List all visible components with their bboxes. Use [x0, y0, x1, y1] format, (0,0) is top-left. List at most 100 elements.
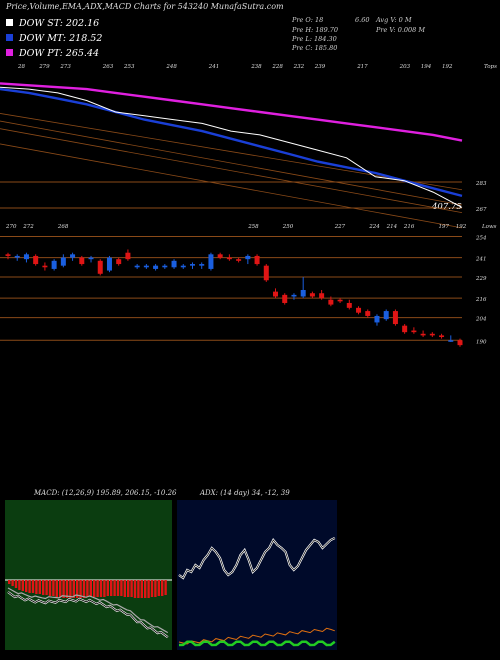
candle-body: [153, 265, 159, 269]
macd-histogram-bar: [25, 580, 28, 592]
macd-histogram-bar: [8, 580, 11, 584]
macd-histogram-bar: [103, 580, 106, 597]
macd-histogram-bar: [65, 580, 69, 598]
legend-swatch: [6, 19, 13, 26]
adx-plus-di-line: [178, 640, 336, 647]
legend-label: DOW PT: 265.44: [19, 48, 100, 59]
candle-body: [134, 265, 140, 268]
stat-pre-volume: Pre V: 0.008 M: [376, 26, 426, 34]
macd-histogram-bar: [28, 580, 31, 593]
macd-histogram-bar: [123, 580, 126, 597]
envelope-line: [0, 120, 463, 206]
candle: [189, 262, 195, 269]
candle-body: [337, 299, 343, 302]
stat-value: 6.60: [355, 16, 370, 24]
candle: [346, 299, 352, 310]
candle-body: [189, 264, 195, 266]
candle-body: [14, 255, 20, 258]
candle: [263, 264, 269, 282]
macd-histogram-bar: [127, 580, 130, 597]
tick-label: 238: [250, 64, 262, 70]
macd-label: MACD: (12,26,9) 195.89, 206.15, -10.26: [34, 489, 177, 497]
candle-body: [365, 311, 371, 316]
candle-body: [420, 333, 426, 336]
tick-label: 248: [165, 64, 177, 70]
candle: [162, 264, 168, 269]
legend-label: DOW MT: 218.52: [19, 33, 103, 44]
adx-minus-di-line: [178, 627, 335, 645]
candle: [42, 262, 48, 271]
candle-body: [51, 260, 57, 269]
macd-histogram-bar: [164, 580, 167, 595]
candle: [116, 257, 122, 266]
macd-histogram-bar: [120, 580, 123, 596]
candle: [60, 254, 66, 268]
macd-histogram-bar: [69, 580, 72, 598]
macd-histogram-bar: [62, 580, 65, 598]
envelope-line: [0, 128, 463, 214]
candle-body: [291, 294, 297, 297]
candle-body: [392, 311, 398, 325]
candle-body: [411, 330, 417, 333]
axis-tick-label: 229: [475, 276, 487, 282]
tick-label: 258: [247, 224, 259, 230]
candle-body: [79, 257, 85, 265]
macd-histogram-bar: [76, 580, 79, 598]
candle: [254, 254, 260, 266]
candle-body: [116, 259, 122, 265]
candle: [97, 259, 103, 276]
candle: [153, 264, 159, 271]
macd-histogram-bar: [86, 580, 89, 597]
candle: [392, 309, 398, 326]
tick-label: 232: [293, 64, 305, 70]
tick-label: 224: [368, 224, 380, 230]
tick-label: 216: [403, 224, 415, 230]
candle-body: [60, 257, 66, 266]
tick-label: 227: [334, 224, 346, 230]
macd-histogram-bar: [137, 580, 140, 598]
candle-body: [309, 293, 315, 297]
macd-histogram-bar: [38, 580, 41, 594]
macd-histogram-bar: [31, 580, 35, 593]
macd-histogram-bar: [93, 580, 96, 597]
candle-body: [263, 265, 269, 281]
candle: [319, 290, 325, 300]
candle-body: [33, 255, 39, 265]
candle-body: [439, 335, 445, 338]
candle-body: [245, 255, 251, 260]
candle: [51, 259, 57, 271]
tick-label: 239: [314, 64, 326, 70]
candle: [180, 264, 186, 269]
macd-histogram-bar: [79, 580, 82, 598]
macd-histogram-bar: [59, 580, 62, 597]
candle: [356, 306, 362, 315]
legend-label: DOW ST: 202.16: [19, 18, 100, 29]
candle: [291, 293, 297, 300]
series-line-dow-mt: [0, 87, 463, 198]
candle-body: [300, 290, 306, 297]
candle-body: [70, 254, 76, 258]
candle: [328, 296, 334, 307]
candle: [125, 249, 131, 261]
candle-body: [5, 254, 11, 256]
stat-pre-open: Pre O: 18: [292, 16, 324, 24]
candle-body: [254, 255, 260, 265]
candle: [106, 255, 112, 273]
candle: [309, 291, 315, 299]
candle-body: [88, 257, 94, 260]
candle-body: [171, 260, 177, 268]
macd-histogram-bar: [106, 580, 109, 596]
candle: [383, 309, 389, 321]
candle-body: [328, 299, 334, 305]
candle: [439, 333, 445, 339]
macd-histogram-bar: [21, 580, 24, 591]
macd-histogram-bar: [147, 580, 150, 598]
candle: [282, 293, 288, 305]
stat-pre-high: Pre H: 189.70: [292, 26, 339, 34]
legend-dow-st: DOW ST: 202.16: [6, 18, 99, 29]
candle: [337, 298, 343, 303]
candle: [217, 252, 223, 260]
legend-swatch: [6, 49, 13, 56]
candle-body: [429, 333, 435, 336]
ema-value-label: 407.75: [431, 202, 462, 212]
